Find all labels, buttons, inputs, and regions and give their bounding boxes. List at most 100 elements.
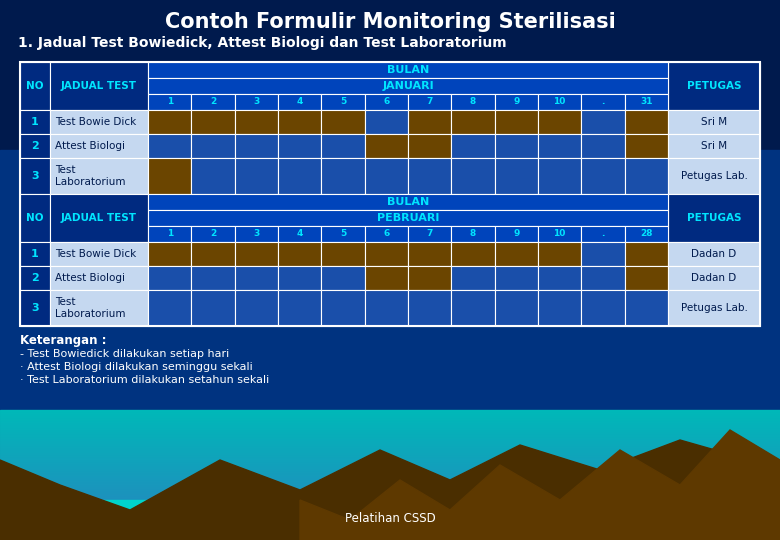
Bar	[0, 483, 780, 484]
Bar	[20, 242, 50, 266]
Bar	[0, 415, 780, 416]
Bar	[0, 500, 780, 540]
Bar	[0, 519, 780, 520]
Bar	[321, 94, 365, 110]
Bar	[452, 134, 495, 158]
Bar	[0, 471, 780, 472]
Bar	[148, 78, 668, 94]
Text: 1: 1	[167, 98, 173, 106]
Text: 31: 31	[640, 98, 653, 106]
Text: JADUAL TEST: JADUAL TEST	[61, 81, 137, 91]
Bar	[0, 460, 780, 461]
Bar	[625, 266, 668, 290]
Bar	[321, 110, 365, 134]
Bar	[50, 266, 148, 290]
Bar	[625, 290, 668, 326]
Text: 5: 5	[340, 230, 346, 239]
Bar	[0, 514, 780, 515]
Text: 2: 2	[210, 230, 216, 239]
Bar	[538, 134, 581, 158]
Bar	[0, 480, 780, 481]
Text: 2: 2	[31, 273, 39, 283]
Text: 5: 5	[340, 98, 346, 106]
Bar	[0, 503, 780, 504]
Bar	[0, 507, 780, 508]
Bar	[0, 453, 780, 454]
Bar	[0, 533, 780, 534]
Text: 9: 9	[513, 98, 519, 106]
Bar	[668, 266, 760, 290]
Bar	[0, 436, 780, 437]
Bar	[0, 437, 780, 438]
Bar	[0, 523, 780, 524]
Bar	[0, 458, 780, 459]
Bar	[0, 525, 780, 526]
Text: Test
Laboratorium: Test Laboratorium	[55, 165, 126, 187]
Bar	[625, 94, 668, 110]
Text: Pelatihan CSSD: Pelatihan CSSD	[345, 511, 435, 524]
Bar	[0, 511, 780, 512]
Bar	[278, 290, 321, 326]
Bar	[148, 226, 191, 242]
Bar	[625, 226, 668, 242]
Bar	[0, 427, 780, 428]
Bar	[0, 479, 780, 480]
Bar	[365, 266, 408, 290]
Bar	[191, 242, 235, 266]
Bar	[408, 290, 452, 326]
Bar	[50, 158, 148, 194]
Bar	[0, 498, 780, 499]
Bar	[0, 452, 780, 453]
Bar	[0, 454, 780, 455]
Bar	[538, 110, 581, 134]
Bar	[0, 448, 780, 449]
Bar	[321, 226, 365, 242]
Text: 8: 8	[470, 230, 476, 239]
Bar	[148, 242, 191, 266]
Bar	[0, 421, 780, 422]
Bar	[0, 470, 780, 471]
Bar	[0, 482, 780, 483]
Bar	[278, 134, 321, 158]
Text: Test
Laboratorium: Test Laboratorium	[55, 297, 126, 319]
Text: Attest Biologi: Attest Biologi	[55, 273, 125, 283]
Bar	[20, 194, 50, 242]
Text: Test Bowie Dick: Test Bowie Dick	[55, 117, 136, 127]
Bar	[0, 441, 780, 442]
Bar	[0, 438, 780, 439]
Bar	[0, 469, 780, 470]
Bar	[0, 472, 780, 473]
Bar	[0, 490, 780, 491]
Text: 1: 1	[31, 117, 39, 127]
Text: 1: 1	[167, 230, 173, 239]
Bar	[0, 432, 780, 433]
Bar	[321, 290, 365, 326]
Bar	[581, 242, 625, 266]
Bar	[50, 110, 148, 134]
Bar	[0, 518, 780, 519]
Bar	[668, 158, 760, 194]
Bar	[538, 242, 581, 266]
Bar	[452, 158, 495, 194]
Text: NO: NO	[27, 213, 44, 223]
Bar	[0, 528, 780, 529]
Text: BULAN: BULAN	[387, 197, 429, 207]
Bar	[0, 422, 780, 423]
Bar	[0, 477, 780, 478]
Bar	[0, 445, 780, 446]
Bar	[278, 94, 321, 110]
Bar	[495, 134, 538, 158]
Bar	[235, 158, 278, 194]
Bar	[0, 475, 780, 476]
Bar	[0, 462, 780, 463]
Text: 4: 4	[296, 98, 303, 106]
Bar	[0, 424, 780, 425]
Bar	[0, 489, 780, 490]
Bar	[0, 461, 780, 462]
Bar	[365, 226, 408, 242]
Bar	[191, 94, 235, 110]
Bar	[235, 226, 278, 242]
Bar	[365, 158, 408, 194]
Bar	[20, 62, 760, 326]
Bar	[0, 423, 780, 424]
